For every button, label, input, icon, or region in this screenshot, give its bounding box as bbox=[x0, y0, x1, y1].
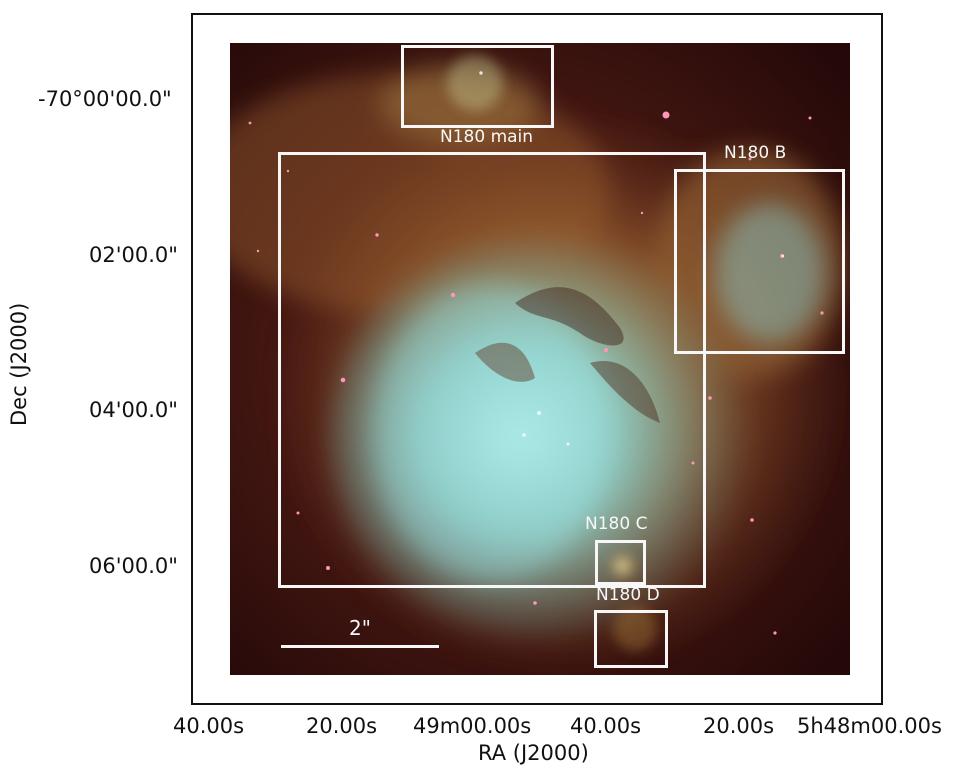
scale-bar bbox=[281, 645, 439, 648]
bright-knots bbox=[447, 55, 657, 651]
y-tick-label: 02'00.0" bbox=[89, 243, 178, 267]
x-tick-label: 40.00s bbox=[570, 714, 642, 738]
nebula-image bbox=[230, 43, 850, 675]
x-tick-label: 40.00s bbox=[173, 714, 245, 738]
y-tick-label: -70°00'00.0" bbox=[38, 87, 172, 111]
dark-dust-lanes bbox=[475, 287, 660, 423]
region-box-n180-main-large bbox=[278, 152, 706, 588]
region-label-n180-d: N180 D bbox=[596, 585, 660, 605]
region-label-n180-c: N180 C bbox=[585, 514, 648, 534]
y-tick-label: 04'00.0" bbox=[89, 398, 178, 422]
y-tick-label: 06'00.0" bbox=[89, 554, 178, 578]
region-label-n180-main: N180 main bbox=[440, 127, 534, 147]
x-tick-label: 5h48m00.00s bbox=[797, 714, 942, 738]
region-box-n180-d bbox=[594, 610, 668, 668]
region-box-n180-b bbox=[674, 169, 845, 354]
scale-bar-label: 2" bbox=[349, 616, 371, 640]
x-tick-label: 49m00.00s bbox=[413, 714, 532, 738]
y-axis-label: Dec (J2000) bbox=[7, 302, 31, 426]
region-label-n180-b: N180 B bbox=[724, 143, 787, 163]
nebula-image-canvas bbox=[230, 43, 850, 675]
x-tick-label: 20.00s bbox=[306, 714, 378, 738]
region-box-n180-main-top bbox=[401, 45, 554, 128]
x-tick-label: 20.00s bbox=[703, 714, 775, 738]
region-box-n180-c bbox=[595, 540, 646, 585]
main-cyan-region bbox=[330, 203, 825, 638]
white-stars bbox=[479, 71, 785, 446]
x-axis-label: RA (J2000) bbox=[478, 741, 589, 765]
